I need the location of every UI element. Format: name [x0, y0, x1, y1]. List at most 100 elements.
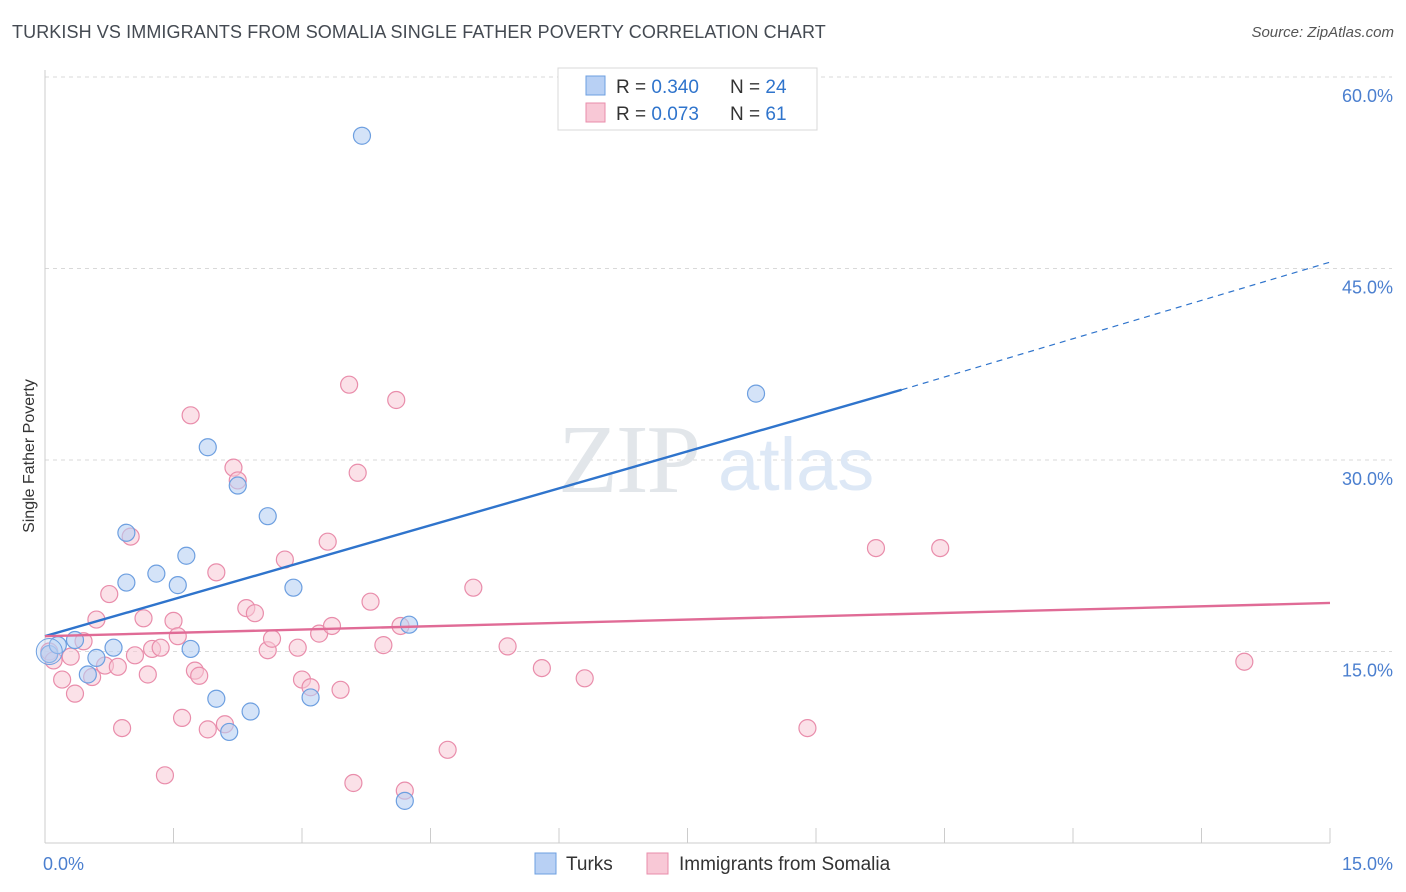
series-turks [35, 126, 766, 810]
somalia-point [344, 773, 363, 793]
turks-point [301, 688, 320, 707]
somalia-point [866, 538, 886, 558]
turks-point [228, 476, 247, 495]
turks-point [87, 648, 106, 667]
turks-point [168, 576, 187, 595]
somalia-point [288, 638, 307, 657]
legend-n-value-turks: 24 [765, 77, 787, 98]
svg-text:N = 61: N = 61 [730, 104, 787, 125]
somalia-point [172, 708, 192, 727]
somalia-point [340, 375, 359, 394]
somalia-point [100, 584, 119, 604]
somalia-point [181, 406, 200, 425]
somalia-point [53, 670, 72, 689]
somalia-point [331, 680, 350, 699]
stats-legend: R = 0.340 N = 24 R = 0.073 N = 61 [557, 67, 818, 131]
somalia-point [125, 646, 145, 665]
turks-point [352, 126, 372, 145]
somalia-point [532, 658, 551, 678]
bottom-legend-swatch-turks [534, 852, 557, 875]
y-tick-label: 15.0% [1342, 661, 1393, 681]
bottom-legend-swatch-somalia [646, 852, 669, 875]
somalia-point [112, 718, 132, 738]
legend-swatch-somalia [585, 102, 606, 123]
chart-title: TURKISH VS IMMIGRANTS FROM SOMALIA SINGL… [12, 22, 826, 42]
legend-r-value-turks: 0.340 [651, 77, 699, 98]
somalia-point [931, 538, 950, 558]
somalia-point [198, 720, 217, 739]
somalia-point [155, 766, 175, 785]
turks-point [399, 615, 419, 634]
x-tick-labels: 0.0% 15.0% [43, 854, 1393, 874]
turks-point [78, 665, 97, 684]
legend-n-label: N = [730, 104, 765, 125]
somalia-point [318, 532, 337, 551]
gridlines [45, 76, 1392, 652]
turks-point [241, 702, 260, 721]
turks-point-cluster [35, 638, 63, 665]
somalia-point [134, 609, 153, 628]
turks-point [117, 573, 136, 592]
turks-point [147, 564, 166, 583]
turks-point [220, 722, 239, 742]
turks-point [104, 638, 123, 657]
axes [44, 70, 1331, 844]
somalia-point [1235, 652, 1254, 671]
somalia-point [464, 578, 483, 597]
bottom-legend-label-turks: Turks [566, 854, 613, 875]
somalia-point [348, 463, 367, 482]
somalia-point [262, 629, 282, 648]
somalia-point [61, 647, 80, 666]
series-immigrants-from-somalia [40, 375, 1254, 800]
y-tick-label: 30.0% [1342, 469, 1393, 489]
somalia-point [575, 669, 594, 688]
somalia-point [798, 718, 817, 738]
somalia-point [207, 563, 226, 582]
somalia-point [164, 611, 183, 630]
y-tick-label: 60.0% [1342, 86, 1393, 106]
trend-line-turks-extension [901, 261, 1331, 391]
svg-text:R = 0.073: R = 0.073 [616, 104, 699, 125]
turks-point [258, 507, 277, 526]
x-tick-label-max: 15.0% [1342, 854, 1393, 874]
legend-r-label: R = [616, 77, 651, 98]
somalia-point [168, 627, 187, 646]
legend-swatch-turks [585, 75, 606, 96]
somalia-point [245, 604, 264, 623]
legend-r-label: R = [616, 104, 651, 125]
turks-point [207, 689, 226, 708]
source-label: Source: ZipAtlas.com [1251, 24, 1394, 41]
somalia-point [138, 665, 157, 684]
trend-line-somalia [44, 601, 1331, 638]
trend-line-turks [44, 388, 902, 638]
bottom-legend-label-somalia: Immigrants from Somalia [679, 854, 891, 875]
y-tick-labels: 15.0% 30.0% 45.0% 60.0% [1342, 86, 1393, 681]
turks-point [181, 639, 200, 659]
trend-lines [44, 261, 1331, 638]
somalia-point [374, 636, 393, 655]
somalia-point [387, 390, 406, 410]
somalia-point [498, 637, 517, 656]
turks-point [746, 384, 766, 403]
y-axis-label: Single Father Poverty [21, 379, 38, 533]
legend-n-value-somalia: 61 [765, 104, 786, 125]
svg-text:R = 0.340: R = 0.340 [616, 77, 699, 98]
legend-r-value-somalia: 0.073 [651, 104, 699, 125]
somalia-point [151, 638, 170, 657]
watermark: ZIP atlas [558, 406, 874, 514]
x-tick-label-min: 0.0% [43, 854, 84, 874]
somalia-point [438, 740, 457, 759]
turks-point [284, 578, 303, 597]
somalia-point [322, 616, 342, 636]
somalia-point [65, 684, 85, 703]
watermark-atlas: atlas [718, 423, 874, 506]
turks-point [177, 546, 196, 565]
somalia-point [190, 666, 209, 685]
series-legend: Turks Immigrants from Somalia [534, 852, 891, 875]
turks-point [198, 438, 217, 457]
legend-n-label: N = [730, 77, 765, 98]
y-tick-label: 45.0% [1342, 278, 1393, 298]
watermark-zip: ZIP [558, 406, 699, 514]
turks-point [395, 791, 414, 810]
